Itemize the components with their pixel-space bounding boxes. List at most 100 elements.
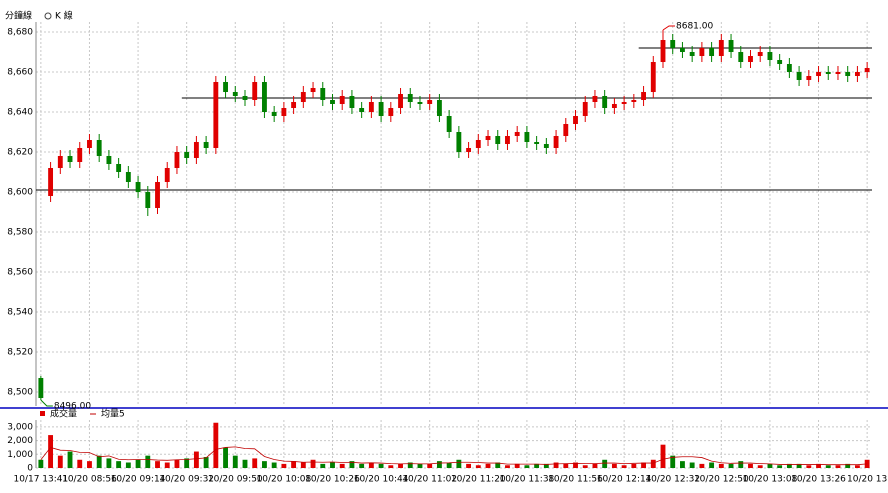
volume-bar (825, 465, 831, 468)
volume-bar (310, 459, 316, 468)
volume-bar (709, 462, 715, 468)
candle-body (786, 64, 792, 72)
candle-body (203, 142, 209, 148)
volume-bar (145, 455, 151, 468)
volume-bar (223, 447, 228, 468)
volume-bar (835, 465, 841, 468)
volume-bar (534, 463, 540, 468)
candle-body (359, 108, 365, 112)
candle-body (563, 124, 569, 136)
volume-bar (728, 463, 734, 468)
volume-bar (573, 462, 578, 468)
volume-bar (378, 463, 384, 468)
radio-button[interactable] (44, 12, 52, 20)
candle-body (135, 182, 141, 192)
candle-body (378, 102, 384, 116)
volume-bar (485, 463, 491, 468)
x-tick-label: 10/20 11:56 (548, 475, 603, 485)
candle-body (602, 96, 608, 108)
volume-bar (174, 459, 180, 468)
candle-body (485, 136, 491, 140)
candle-body (514, 132, 520, 136)
candle-body (466, 148, 472, 152)
legend-swatch (40, 411, 45, 416)
volume-bar (427, 463, 433, 468)
annotation-label: 8681.00 (676, 22, 713, 32)
volume-bar (553, 462, 559, 468)
x-tick-label: 10/20 13:26 (791, 475, 846, 485)
annotation-leader (662, 25, 675, 31)
volume-bar (680, 461, 685, 468)
candle-body (48, 168, 54, 196)
candle-body (145, 192, 151, 208)
volume-bar (767, 463, 773, 468)
candle-body (505, 136, 510, 144)
candle-body (77, 148, 83, 162)
candle-body (641, 92, 646, 100)
y-tick-label: 8,580 (7, 228, 33, 238)
candle-body (728, 40, 734, 52)
volume-bar (281, 463, 287, 468)
volume-bar (621, 465, 627, 468)
volume-bar (854, 465, 860, 468)
candle-body (281, 108, 287, 116)
mode-minute[interactable]: 分鐘線 (5, 10, 32, 22)
candle-body (38, 378, 44, 398)
volume-bar (291, 461, 297, 468)
volume-bar (155, 461, 160, 468)
volume-bar (689, 462, 695, 468)
candle-body (816, 72, 821, 76)
candle-body (543, 144, 549, 148)
x-tick-label: 10/20 09:14 (111, 475, 166, 485)
candle-body (864, 68, 870, 72)
volume-bar (87, 461, 92, 468)
x-tick-label: 10/20 10:26 (305, 475, 360, 485)
candle-body (427, 100, 433, 104)
volume-bar (650, 459, 656, 468)
candle-body (388, 108, 394, 116)
candle-body (621, 102, 627, 104)
volume-bar (368, 462, 374, 468)
candle-body (184, 152, 190, 158)
candle-body (699, 48, 705, 56)
candle-body (777, 60, 783, 64)
candle-body (125, 172, 131, 182)
volume-bar (116, 461, 122, 468)
volume-bar (330, 462, 335, 468)
candle-body (407, 94, 413, 102)
volume-bar (232, 455, 238, 468)
legend-label: 成交量 (50, 408, 77, 420)
candle-body (806, 76, 812, 80)
volume-bar (816, 463, 821, 468)
candle-body (680, 48, 685, 52)
candle-body (57, 156, 63, 168)
x-tick-label: 10/20 12:50 (694, 475, 749, 485)
candle-body (349, 96, 355, 108)
y-tick-label: 8,640 (7, 108, 33, 118)
mode-k[interactable]: K 線 (55, 10, 73, 22)
candle-body (116, 164, 122, 172)
volume-bar (271, 462, 277, 468)
annotation-leader (40, 399, 53, 407)
volume-bar (514, 463, 520, 468)
volume-bar (611, 463, 617, 468)
volume-bar (563, 463, 569, 468)
candle-body (155, 182, 160, 208)
candle-body (524, 132, 530, 142)
candle-body (718, 40, 724, 56)
volume-bar (106, 458, 112, 468)
candle-body (164, 168, 170, 182)
y-tick-label: 1,000 (7, 450, 33, 460)
candle-body (67, 156, 73, 162)
volume-bar (135, 459, 141, 468)
volume-bar (524, 465, 530, 468)
candle-body (242, 96, 248, 100)
y-tick-label: 8,680 (7, 28, 33, 38)
volume-bar (242, 459, 248, 468)
volume-bar (446, 462, 452, 468)
candle-body (738, 52, 744, 62)
volume-bar (193, 451, 199, 468)
y-tick-label: 3,000 (7, 422, 33, 432)
volume-bar (213, 422, 219, 468)
volume-bar (57, 455, 63, 468)
